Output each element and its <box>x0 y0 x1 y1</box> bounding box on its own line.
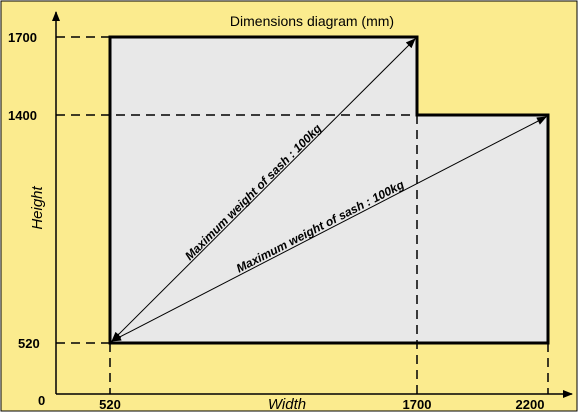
x-tick-2200: 2200 <box>516 397 545 412</box>
y-tick-1400: 1400 <box>8 108 37 123</box>
origin-label: 0 <box>38 393 45 408</box>
y-tick-1700: 1700 <box>8 30 37 45</box>
y-tick-520: 520 <box>18 336 40 351</box>
diagonal-arrow-lower <box>111 116 547 342</box>
x-tick-520: 520 <box>99 397 121 412</box>
x-axis-title: Width <box>268 396 306 412</box>
x-tick-1700: 1700 <box>403 397 432 412</box>
diagram-title: Dimensions diagram (mm) <box>230 13 394 29</box>
y-axis-title: Height <box>29 185 46 229</box>
